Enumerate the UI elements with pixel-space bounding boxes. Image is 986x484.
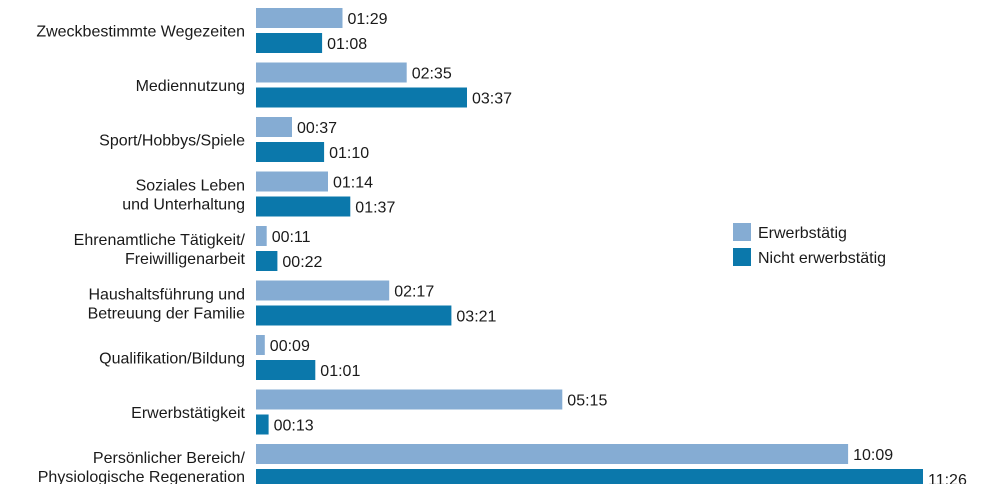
bar-erwerbstaetig <box>256 8 343 28</box>
bar-erwerbstaetig <box>256 226 267 246</box>
category-label: Zweckbestimmte Wegezeiten <box>36 24 245 41</box>
legend-label: Nicht erwerbstätig <box>758 250 886 267</box>
value-label: 03:21 <box>456 309 496 326</box>
value-label: 11:26 <box>928 472 967 484</box>
value-label: 02:17 <box>394 284 434 301</box>
bar-erwerbstaetig <box>256 117 292 137</box>
bar-erwerbstaetig <box>256 389 563 410</box>
legend-swatch <box>733 248 751 266</box>
value-labels: 01:29 01:08 02:35 03:37 00:37 01:10 01:14 01:37… <box>270 11 967 484</box>
bar-erwerbstaetig <box>256 444 849 464</box>
category-label: Soziales Leben und Unterhaltung <box>122 178 245 214</box>
value-label: 10:09 <box>853 447 893 464</box>
bar-nicht-erwerbstaetig <box>256 360 316 380</box>
value-label: 01:29 <box>348 11 388 28</box>
category-label: Haushaltsführung und Betreuung der Famili… <box>88 287 246 323</box>
value-label: 01:01 <box>320 363 360 380</box>
bar-nicht-erwerbstaetig <box>256 87 467 108</box>
category-label: Sport/Hobbys/Spiele <box>99 133 245 150</box>
bar-erwerbstaetig <box>256 62 407 83</box>
value-label: 05:15 <box>567 393 607 410</box>
value-label: 01:37 <box>355 200 395 217</box>
category-label: Qualifikation/Bildung <box>99 351 245 368</box>
category-label: Mediennutzung <box>136 78 245 95</box>
bar-nicht-erwerbstaetig <box>256 305 452 326</box>
legend-swatch <box>733 223 751 241</box>
bar-erwerbstaetig <box>256 171 328 192</box>
bar-nicht-erwerbstaetig <box>256 33 323 53</box>
legend-label: Erwerbstätig <box>758 225 847 242</box>
category-label: Persönlicher Bereich/Physiologische Rege… <box>38 450 246 484</box>
value-label: 01:10 <box>329 145 369 162</box>
value-label: 02:35 <box>412 66 452 83</box>
value-label: 00:13 <box>274 418 314 435</box>
value-label: 01:08 <box>327 36 367 53</box>
value-label: 00:11 <box>272 229 311 246</box>
value-label: 00:22 <box>282 254 322 271</box>
bars <box>256 8 923 484</box>
bar-erwerbstaetig <box>256 335 265 355</box>
bar-nicht-erwerbstaetig <box>256 251 278 271</box>
bar-erwerbstaetig <box>256 280 390 301</box>
legend: Erwerbstätig Nicht erwerbstätig <box>733 223 886 267</box>
bar-nicht-erwerbstaetig <box>256 414 269 435</box>
bar-nicht-erwerbstaetig <box>256 196 351 217</box>
bar-nicht-erwerbstaetig <box>256 142 325 162</box>
bar-nicht-erwerbstaetig <box>256 469 923 484</box>
value-label: 00:09 <box>270 338 310 355</box>
value-label: 01:14 <box>333 175 373 192</box>
value-label: 00:37 <box>297 120 337 137</box>
category-labels: Zweckbestimmte Wegezeiten Mediennutzung Sp… <box>36 24 245 484</box>
value-label: 03:37 <box>472 91 512 108</box>
category-label: Erwerbstätigkeit <box>131 405 245 422</box>
category-label: Ehrenamtliche Tätigkeit/Freiwilligenarbe… <box>74 232 246 268</box>
